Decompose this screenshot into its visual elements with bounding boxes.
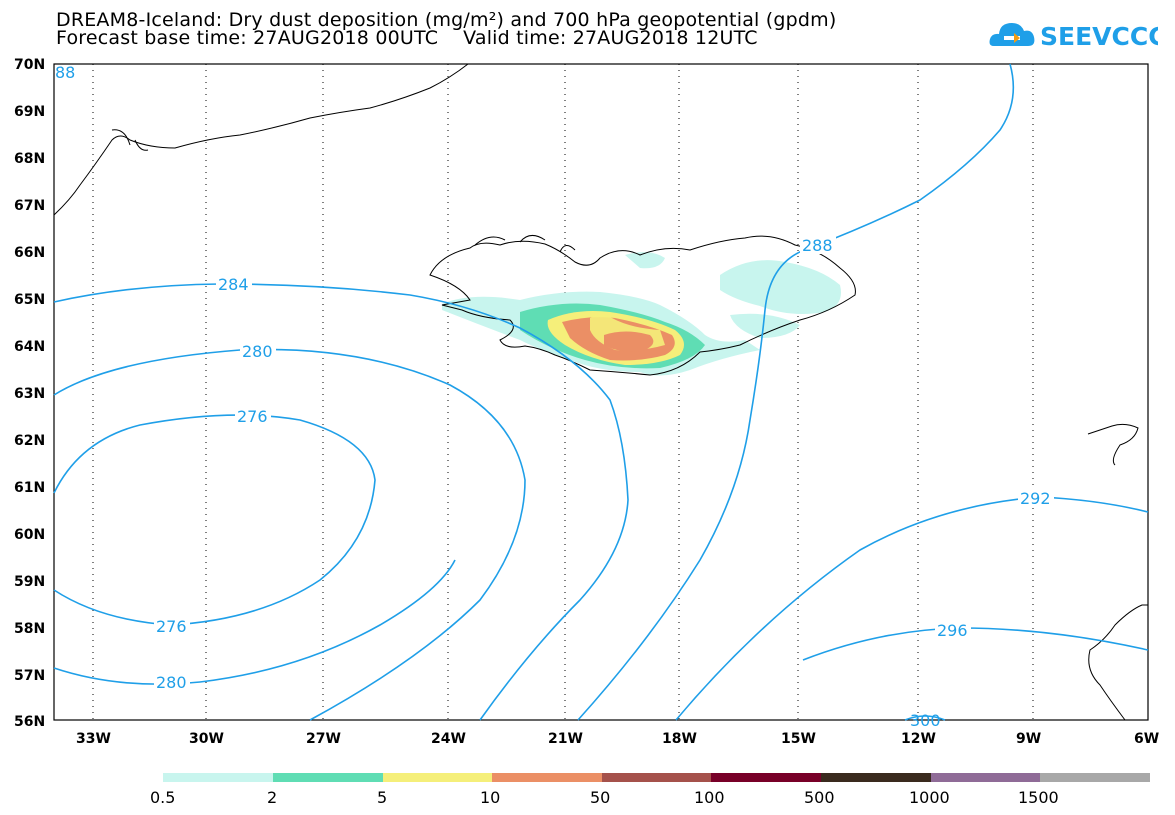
legend-label: 100 (694, 788, 725, 807)
lat-label: 64N (14, 339, 45, 355)
latitude-labels: 70N 69N 68N 67N 66N 65N 64N 63N 62N 61N … (14, 57, 45, 730)
cloud-icon: SEEVCCC (989, 22, 1167, 51)
coastlines (53, 63, 1149, 721)
lat-label: 60N (14, 527, 45, 543)
map-canvas: 70N 69N 68N 67N 66N 65N 64N 63N 62N 61N … (14, 57, 1159, 747)
legend-swatch (1040, 773, 1150, 782)
lon-label: 18W (662, 731, 697, 747)
lat-label: 59N (14, 574, 45, 590)
longitude-labels: 33W 30W 27W 24W 21W 18W 15W 12W 9W 6W (76, 731, 1159, 747)
contour-labels: 284 280 276 276 280 288 292 296 300 88 (55, 63, 1054, 730)
legend-swatch (273, 773, 383, 782)
dust-deposition-field (442, 252, 841, 376)
lon-label: 21W (548, 731, 583, 747)
legend-label: 1500 (1018, 788, 1059, 807)
legend-swatches (163, 773, 1150, 782)
legend-label: 500 (804, 788, 835, 807)
lat-label: 70N (14, 57, 45, 73)
legend-swatch (492, 773, 602, 782)
contour-label: 296 (937, 621, 968, 640)
chart-title: DREAM8-Iceland: Dry dust deposition (mg/… (56, 9, 837, 31)
legend-swatch (931, 773, 1040, 782)
legend-swatch (163, 773, 273, 782)
legend-label: 1000 (909, 788, 950, 807)
lat-label: 58N (14, 621, 45, 637)
lat-label: 57N (14, 668, 45, 684)
legend-swatch (602, 773, 711, 782)
meridian-gridlines (92, 64, 1034, 720)
contour-label: 280 (242, 342, 273, 361)
contour-label: 300 (910, 711, 941, 730)
contour-label: 88 (55, 63, 75, 82)
map-frame (53, 63, 1149, 721)
lat-label: 69N (14, 104, 45, 120)
legend-label: 10 (480, 788, 500, 807)
lat-label: 68N (14, 151, 45, 167)
lat-label: 65N (14, 292, 45, 308)
lon-label: 9W (1016, 731, 1041, 747)
legend-swatch (821, 773, 931, 782)
legend-swatch (711, 773, 821, 782)
color-legend: 0.5 2 5 10 50 100 500 1000 1500 (150, 773, 1150, 807)
contour-label: 292 (1020, 489, 1051, 508)
lon-label: 27W (306, 731, 341, 747)
legend-label: 2 (267, 788, 277, 807)
lon-label: 33W (76, 731, 111, 747)
contour-label: 276 (237, 407, 268, 426)
lat-label: 62N (14, 433, 45, 449)
seevccc-logo: SEEVCCC (988, 14, 1167, 54)
legend-label: 0.5 (150, 788, 175, 807)
lon-label: 6W (1134, 731, 1159, 747)
lat-label: 63N (14, 386, 45, 402)
legend-label: 5 (377, 788, 387, 807)
lat-label: 66N (14, 245, 45, 261)
contour-label: 288 (802, 236, 833, 255)
legend-label: 50 (590, 788, 610, 807)
chart-subtitle: Forecast base time: 27AUG2018 00UTC Vali… (56, 27, 758, 49)
lat-label: 61N (14, 480, 45, 496)
lat-label: 67N (14, 198, 45, 214)
lon-label: 24W (431, 731, 466, 747)
contour-label: 284 (218, 275, 249, 294)
lon-label: 15W (781, 731, 816, 747)
lon-label: 30W (189, 731, 224, 747)
contour-label: 276 (156, 617, 187, 636)
legend-swatch (383, 773, 492, 782)
contour-label: 280 (156, 673, 187, 692)
logo-text: SEEVCCC (1040, 22, 1158, 51)
lon-label: 12W (901, 731, 936, 747)
lat-label: 56N (14, 714, 45, 730)
legend-labels: 0.5 2 5 10 50 100 500 1000 1500 (150, 788, 1059, 807)
